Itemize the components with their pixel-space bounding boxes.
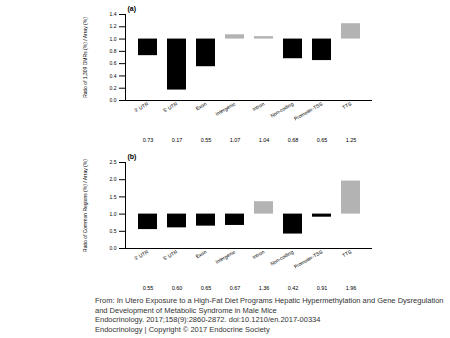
svg-text:1.4: 1.4 xyxy=(110,11,117,17)
svg-text:Ratio of 1,309 DMRs (%) / Arra: Ratio of 1,309 DMRs (%) / Array (%) xyxy=(82,17,88,98)
svg-text:1.04: 1.04 xyxy=(259,137,270,143)
svg-text:0.65: 0.65 xyxy=(201,285,212,291)
svg-text:1.0: 1.0 xyxy=(110,36,117,42)
svg-text:Exon: Exon xyxy=(194,100,207,111)
svg-text:Intron: Intron xyxy=(251,100,265,112)
svg-text:Ratio of Common Regions (%) /: Ratio of Common Regions (%) / Array (%) xyxy=(82,159,88,252)
svg-text:Non-coding: Non-coding xyxy=(269,100,294,118)
svg-text:0.55: 0.55 xyxy=(201,137,212,143)
svg-text:1.36: 1.36 xyxy=(259,285,270,291)
svg-text:0.2: 0.2 xyxy=(110,85,117,91)
svg-text:0.17: 0.17 xyxy=(172,137,183,143)
svg-text:(a): (a) xyxy=(128,5,137,13)
svg-text:1.96: 1.96 xyxy=(346,285,357,291)
svg-text:1.2: 1.2 xyxy=(110,23,117,29)
html-text:From: In Utero Exposure to a H: From: In Utero Exposure to a High-Fat Di… xyxy=(95,296,444,315)
svg-text:3' UTR: 3' UTR xyxy=(133,248,150,261)
svg-text:0.73: 0.73 xyxy=(143,137,154,143)
svg-text:Intergenic: Intergenic xyxy=(214,100,236,116)
svg-text:5' UTR: 5' UTR xyxy=(162,100,179,113)
svg-text:2.5: 2.5 xyxy=(110,159,117,165)
svg-text:2.0: 2.0 xyxy=(110,176,117,182)
svg-text:0.5: 0.5 xyxy=(110,228,117,234)
svg-text:0.6: 0.6 xyxy=(110,60,117,66)
svg-text:0.0: 0.0 xyxy=(110,97,117,103)
svg-text:Intergenic: Intergenic xyxy=(214,248,236,264)
svg-text:Intron: Intron xyxy=(251,248,265,260)
svg-text:0.42: 0.42 xyxy=(288,285,299,291)
svg-text:1.25: 1.25 xyxy=(346,137,357,143)
svg-text:0.0: 0.0 xyxy=(110,245,117,251)
svg-text:3' UTR: 3' UTR xyxy=(133,100,150,113)
svg-text:0.4: 0.4 xyxy=(110,73,117,79)
svg-text:0.65: 0.65 xyxy=(317,137,328,143)
svg-text:1.5: 1.5 xyxy=(110,194,117,200)
svg-text:5' UTR: 5' UTR xyxy=(162,248,179,261)
svg-text:0.68: 0.68 xyxy=(288,137,299,143)
svg-text:(b): (b) xyxy=(128,153,137,161)
svg-text:0.55: 0.55 xyxy=(143,285,154,291)
svg-text:Non-coding: Non-coding xyxy=(269,248,294,266)
svg-text:Promoter-TSS: Promoter-TSS xyxy=(293,100,324,122)
svg-text:0.91: 0.91 xyxy=(317,285,328,291)
svg-text:0.8: 0.8 xyxy=(110,48,117,54)
svg-text:Exon: Exon xyxy=(194,248,207,259)
svg-text:1.0: 1.0 xyxy=(110,211,117,217)
html-text:Endocrinology. 2017;158(9):286: Endocrinology. 2017;158(9):2860-2872. do… xyxy=(95,315,321,324)
svg-text:Promoter-TSS: Promoter-TSS xyxy=(293,248,324,270)
svg-text:TTS: TTS xyxy=(341,100,353,110)
html-text:Endocrinology | Copyright © 20: Endocrinology | Copyright © 2017 Endocri… xyxy=(95,324,270,334)
svg-text:1.07: 1.07 xyxy=(230,137,241,143)
svg-text:0.60: 0.60 xyxy=(172,285,183,291)
svg-text:0.67: 0.67 xyxy=(230,285,241,291)
svg-text:TTS: TTS xyxy=(341,248,353,258)
